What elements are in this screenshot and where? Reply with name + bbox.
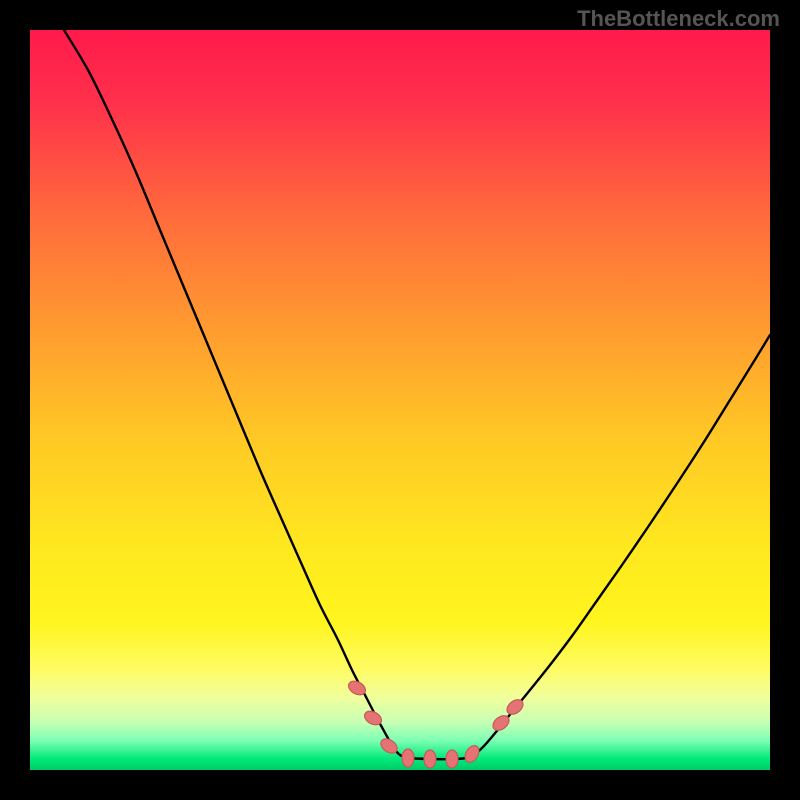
chart-svg: [0, 0, 800, 800]
plot-area: [30, 30, 770, 770]
chart-stage: TheBottleneck.com: [0, 0, 800, 800]
marker-5: [446, 750, 458, 768]
marker-3: [402, 749, 414, 767]
marker-4: [424, 750, 436, 768]
